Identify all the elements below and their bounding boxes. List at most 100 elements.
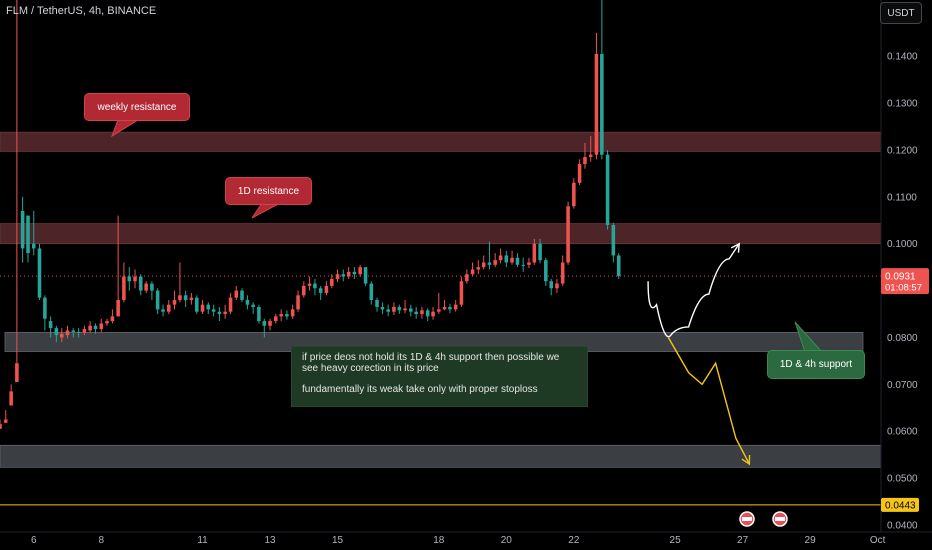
candle[interactable] [616, 253, 621, 279]
candle[interactable] [245, 295, 250, 310]
support-label[interactable]: 1D & 4h support [767, 350, 865, 379]
candle[interactable] [240, 288, 244, 303]
d1-resistance-label[interactable]: 1D resistance [225, 177, 312, 205]
symbol-header[interactable]: FLM / TetherUS, 4h, BINANCE [6, 5, 157, 17]
candle[interactable] [611, 222, 616, 263]
candle[interactable] [122, 262, 126, 303]
candle[interactable] [538, 239, 542, 264]
candle[interactable] [341, 269, 346, 282]
candle[interactable] [217, 307, 222, 322]
candle[interactable] [352, 267, 357, 279]
candle[interactable] [0, 419, 2, 429]
candle[interactable] [9, 384, 13, 406]
candle[interactable] [166, 299, 171, 315]
candle[interactable] [76, 328, 81, 338]
candle[interactable] [510, 250, 514, 265]
candle[interactable] [588, 135, 593, 162]
candle[interactable] [318, 285, 323, 300]
candle[interactable] [380, 302, 385, 315]
candle[interactable] [116, 215, 120, 317]
candle[interactable] [481, 255, 486, 270]
candle[interactable] [195, 295, 199, 315]
candle[interactable] [251, 302, 255, 315]
candle[interactable] [302, 281, 306, 298]
candle[interactable] [285, 310, 289, 320]
candle[interactable] [414, 307, 418, 319]
candle[interactable] [583, 142, 587, 169]
candle[interactable] [150, 281, 154, 300]
candle[interactable] [498, 248, 503, 264]
candle[interactable] [15, 0, 19, 383]
candle[interactable] [453, 299, 458, 312]
projection-bearish-path[interactable] [667, 337, 750, 465]
candle[interactable] [442, 299, 447, 311]
candle[interactable] [234, 285, 239, 300]
candle[interactable] [555, 278, 559, 293]
candle[interactable] [431, 307, 435, 320]
candle[interactable] [594, 32, 599, 160]
candle[interactable] [324, 281, 329, 296]
candle[interactable] [369, 281, 374, 305]
candle[interactable] [425, 308, 430, 322]
candle[interactable] [330, 274, 334, 289]
candle[interactable] [228, 292, 233, 315]
candle[interactable] [105, 318, 109, 326]
candle[interactable] [532, 239, 537, 265]
candle[interactable] [3, 410, 8, 423]
candle[interactable] [127, 267, 132, 291]
candle[interactable] [88, 321, 92, 333]
candle[interactable] [560, 255, 565, 286]
candle[interactable] [307, 276, 312, 291]
candle[interactable] [257, 304, 261, 324]
candle[interactable] [437, 292, 441, 315]
candle[interactable] [138, 274, 143, 296]
candle[interactable] [161, 304, 165, 317]
candle[interactable] [375, 297, 379, 312]
candle[interactable] [206, 302, 211, 315]
candle[interactable] [31, 210, 36, 256]
candle[interactable] [600, 0, 604, 160]
candle[interactable] [605, 149, 610, 230]
candle[interactable] [178, 262, 182, 303]
candle[interactable] [262, 318, 267, 338]
candle[interactable] [37, 243, 42, 300]
candle[interactable] [487, 241, 492, 270]
candle[interactable] [189, 292, 194, 305]
candle[interactable] [335, 269, 340, 283]
candle[interactable] [223, 304, 227, 319]
candle[interactable] [493, 253, 497, 268]
candle[interactable] [346, 267, 351, 279]
candle[interactable] [403, 299, 407, 314]
candle[interactable] [93, 323, 98, 334]
candle[interactable] [20, 196, 25, 263]
candle[interactable] [172, 290, 177, 310]
candle[interactable] [279, 309, 283, 322]
candle[interactable] [470, 262, 475, 277]
candle[interactable] [59, 328, 64, 343]
candle[interactable] [459, 276, 464, 308]
candle[interactable] [133, 269, 137, 289]
candle[interactable] [521, 257, 525, 272]
candle[interactable] [99, 318, 104, 332]
event-markers[interactable] [739, 511, 788, 527]
candle[interactable] [515, 253, 520, 268]
candle[interactable] [54, 325, 59, 343]
candle[interactable] [26, 215, 30, 263]
candle[interactable] [200, 299, 205, 315]
candle[interactable] [465, 269, 469, 284]
candle[interactable] [358, 264, 362, 277]
candle[interactable] [268, 318, 272, 331]
candle[interactable] [313, 278, 317, 296]
candle[interactable] [155, 288, 160, 315]
analysis-note[interactable]: if price deos not hold its 1D & 4h suppo… [291, 346, 588, 407]
candle[interactable] [476, 260, 481, 275]
candle[interactable] [386, 304, 390, 317]
candle[interactable] [296, 290, 300, 312]
candle[interactable] [392, 302, 396, 315]
candle[interactable] [43, 295, 47, 331]
candle[interactable] [577, 159, 582, 186]
candle[interactable] [211, 304, 216, 317]
candle[interactable] [48, 316, 53, 338]
projection-bullish-path[interactable] [647, 243, 740, 338]
